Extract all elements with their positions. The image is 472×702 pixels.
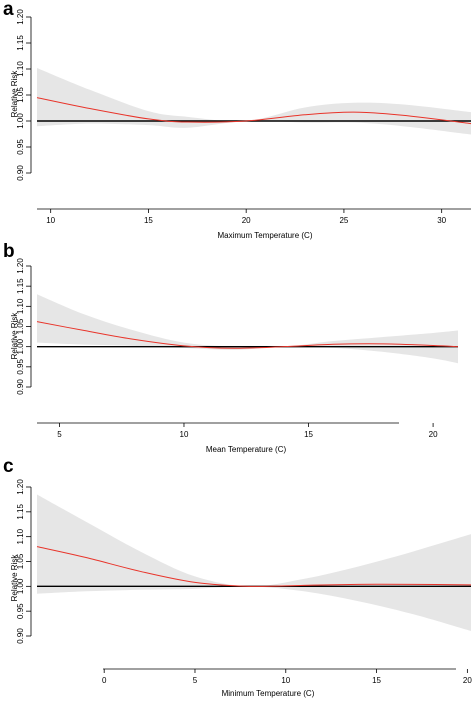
y-tick-label: 1.00 xyxy=(16,578,25,594)
x-tick-label: 5 xyxy=(57,430,62,439)
y-tick-label: 1.00 xyxy=(16,338,25,354)
y-tick-label: 1.20 xyxy=(16,9,25,25)
x-tick-label: 25 xyxy=(339,216,348,225)
y-tick-label: 0.90 xyxy=(16,165,25,181)
y-tick-label: 1.15 xyxy=(16,278,25,294)
risk-curve xyxy=(36,546,472,587)
y-tick-label: 1.10 xyxy=(16,528,25,544)
y-tick-label: 1.10 xyxy=(16,61,25,77)
panel-c: c 0.90 0.95 1.00 1.05 1.10 1.15 1.20 0 5 10 15 20 M… xyxy=(3,456,472,698)
x-axis-title: Maximum Temperature (C) xyxy=(218,231,313,240)
y-axis-title: Relative Risk xyxy=(10,70,19,118)
y-tick-label: 0.90 xyxy=(16,628,25,644)
panel-a: a 0.90 0.95 1.00 1.05 1.10 1.15 1.20 10 15 20 25 30… xyxy=(3,0,472,240)
x-tick-label: 20 xyxy=(429,430,438,439)
y-tick-label: 1.15 xyxy=(16,504,25,520)
y-tick-label: 1.05 xyxy=(16,87,25,103)
risk-curve xyxy=(36,321,459,349)
y-tick-label: 0.95 xyxy=(16,603,25,619)
panel-letter: c xyxy=(3,456,14,477)
x-tick-label: 20 xyxy=(242,216,251,225)
risk-curve xyxy=(36,97,472,125)
y-tick-label: 0.90 xyxy=(16,379,25,395)
plot-area: 0.90 0.95 1.00 1.05 1.10 1.15 1.20 0 5 10 15 20 xyxy=(16,479,472,685)
y-axis-title: Relative Risk xyxy=(10,312,19,360)
x-tick-label: 30 xyxy=(437,216,446,225)
panel-letter: a xyxy=(3,0,14,20)
y-tick-label: 1.20 xyxy=(16,258,25,274)
confidence-band xyxy=(37,494,471,632)
x-axis-title: Minimum Temperature (C) xyxy=(222,689,315,698)
y-tick-label: 1.20 xyxy=(16,479,25,495)
x-tick-label: 0 xyxy=(102,676,107,685)
y-tick-label: 1.05 xyxy=(16,318,25,334)
y-tick-label: 0.95 xyxy=(16,359,25,375)
y-tick-label: 1.15 xyxy=(16,35,25,51)
x-tick-label: 15 xyxy=(372,676,381,685)
y-tick-label: 1.00 xyxy=(16,113,25,129)
x-tick-label: 5 xyxy=(193,676,198,685)
confidence-band xyxy=(37,67,471,135)
x-tick-label: 15 xyxy=(304,430,313,439)
x-tick-label: 20 xyxy=(463,676,472,685)
x-tick-label: 10 xyxy=(281,676,290,685)
panel-b: b 0.90 0.95 1.00 1.05 1.10 1.15 1.20 5 10 15 20 Me… xyxy=(3,241,459,454)
x-axis-title: Mean Temperature (C) xyxy=(206,445,287,454)
confidence-band xyxy=(37,294,458,364)
plot-area: 0.90 0.95 1.00 1.05 1.10 1.15 1.20 10 15 20 25 30 xyxy=(16,9,472,225)
x-tick-label: 15 xyxy=(144,216,153,225)
x-tick-label: 10 xyxy=(46,216,55,225)
x-tick-label: 10 xyxy=(180,430,189,439)
panel-letter: b xyxy=(3,241,15,262)
y-tick-label: 1.05 xyxy=(16,553,25,569)
plot-area: 0.90 0.95 1.00 1.05 1.10 1.15 1.20 5 10 15 20 xyxy=(16,258,459,439)
y-axis-title: Relative Risk xyxy=(10,554,19,602)
y-tick-label: 0.95 xyxy=(16,139,25,155)
y-tick-label: 1.10 xyxy=(16,298,25,314)
